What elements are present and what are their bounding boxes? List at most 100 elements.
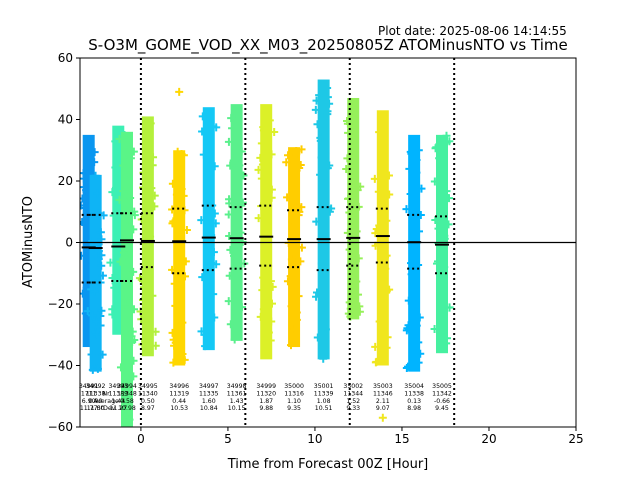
scatter-point: [225, 271, 234, 280]
stat-label: 34999: [256, 383, 276, 390]
scatter-band-10: [317, 79, 330, 360]
scatter-point: [181, 257, 190, 266]
scatter-point: [293, 201, 302, 210]
scatter-point: [370, 174, 379, 183]
scatter-point: [93, 364, 102, 373]
scatter-point: [203, 251, 212, 260]
scatter-point: [96, 312, 105, 321]
y-tick-label: 60: [58, 51, 73, 65]
scatter-point: [129, 305, 138, 314]
stat-label: 11316: [284, 390, 304, 397]
stat-label: 11.00: [87, 405, 105, 412]
scatter-point: [121, 300, 130, 309]
scatter-point: [343, 116, 352, 125]
scatter-point: [292, 146, 301, 155]
scatter-point: [320, 296, 329, 305]
stat-label: 11.77: [80, 405, 98, 412]
x-axis-label: Time from Forecast 00Z [Hour]: [227, 457, 429, 472]
stat-label: 0.58: [120, 398, 134, 405]
scatter-point: [198, 112, 207, 121]
stat-label: 1.08: [317, 398, 331, 405]
scatter-point: [415, 227, 424, 236]
scatter-point: [371, 358, 380, 367]
scatter-point: [171, 338, 180, 347]
scatter-point: [350, 309, 359, 318]
scatter-point: [319, 354, 328, 363]
stat-label: 11338: [404, 390, 424, 397]
scatter-point: [438, 248, 447, 257]
scatter-point: [90, 158, 99, 167]
scatter-point: [237, 147, 246, 156]
y-tick-label: −60: [48, 420, 73, 434]
scatter-point: [287, 302, 296, 311]
scatter-point: [343, 228, 352, 237]
scatter-point: [225, 231, 234, 240]
stat-label: 9.88: [259, 405, 273, 412]
scatter-point: [377, 146, 386, 155]
stat-label: 11335: [199, 390, 219, 397]
scatter-point: [382, 216, 391, 225]
scatter-point: [168, 205, 177, 214]
stat-label: 11344: [343, 390, 363, 397]
scatter-point: [201, 342, 210, 351]
scatter-point: [325, 207, 334, 216]
scatter-point: [119, 248, 128, 257]
scatter-point: [405, 164, 414, 173]
scatter-point: [111, 137, 120, 146]
stat-label: 10.53: [170, 405, 188, 412]
stat-label: 35005: [432, 383, 452, 390]
scatter-point: [414, 358, 423, 367]
scatter-point: [435, 154, 444, 163]
scatter-point: [294, 211, 303, 220]
scatter-point: [204, 150, 213, 159]
scatter-point: [313, 120, 322, 129]
scatter-point: [177, 184, 186, 193]
scatter-point: [200, 330, 209, 339]
scatter-band-7: [230, 104, 243, 341]
scatter-point: [435, 222, 444, 231]
scatter-point: [210, 209, 219, 218]
scatter-point: [385, 190, 394, 199]
scatter-point: [232, 166, 241, 175]
plot-date-label: Plot date: 2025-08-06 14:14:55: [378, 24, 567, 38]
scatter-point: [180, 206, 189, 215]
outlier-point: [319, 93, 328, 102]
scatter-point: [323, 164, 332, 173]
outlier-point: [378, 333, 387, 342]
scatter-point: [350, 250, 359, 259]
scatter-point: [210, 313, 219, 322]
stat-label: 8.98: [407, 405, 421, 412]
scatter-point: [150, 191, 159, 200]
x-axis: 0 5 10 15 20 25: [137, 427, 584, 446]
scatter-point: [84, 136, 93, 145]
scatter-point: [375, 221, 384, 230]
scatter-point: [212, 123, 221, 132]
scatter-point: [204, 275, 213, 284]
scatter-point: [128, 327, 137, 336]
scatter-point: [440, 140, 449, 149]
scatter-point: [91, 171, 100, 180]
scatter-point: [129, 225, 138, 234]
stat-label: 0.99: [89, 398, 103, 405]
scatter-point: [444, 194, 453, 203]
stat-label: 34993: [108, 383, 128, 390]
scatter-point: [414, 146, 423, 155]
stat-label: 0.44: [172, 398, 186, 405]
scatter-point: [230, 251, 239, 260]
scatter-point: [283, 193, 292, 202]
scatter-point: [352, 227, 361, 236]
scatter-point: [97, 306, 106, 315]
scatter-point: [315, 91, 324, 100]
stat-label: 1711: [81, 390, 97, 397]
x-tick-label: 0: [137, 432, 145, 446]
scatter-point: [169, 358, 178, 367]
scatter-point: [433, 259, 442, 268]
x-tick-label: 20: [481, 432, 496, 446]
stat-label: 10.15: [228, 405, 246, 412]
scatter-point: [374, 187, 383, 196]
stat-label: 34996: [169, 383, 189, 390]
scatter-point: [318, 132, 327, 141]
scatter-point: [403, 362, 412, 371]
scatter-point: [98, 350, 107, 359]
scatter-point: [138, 340, 147, 349]
